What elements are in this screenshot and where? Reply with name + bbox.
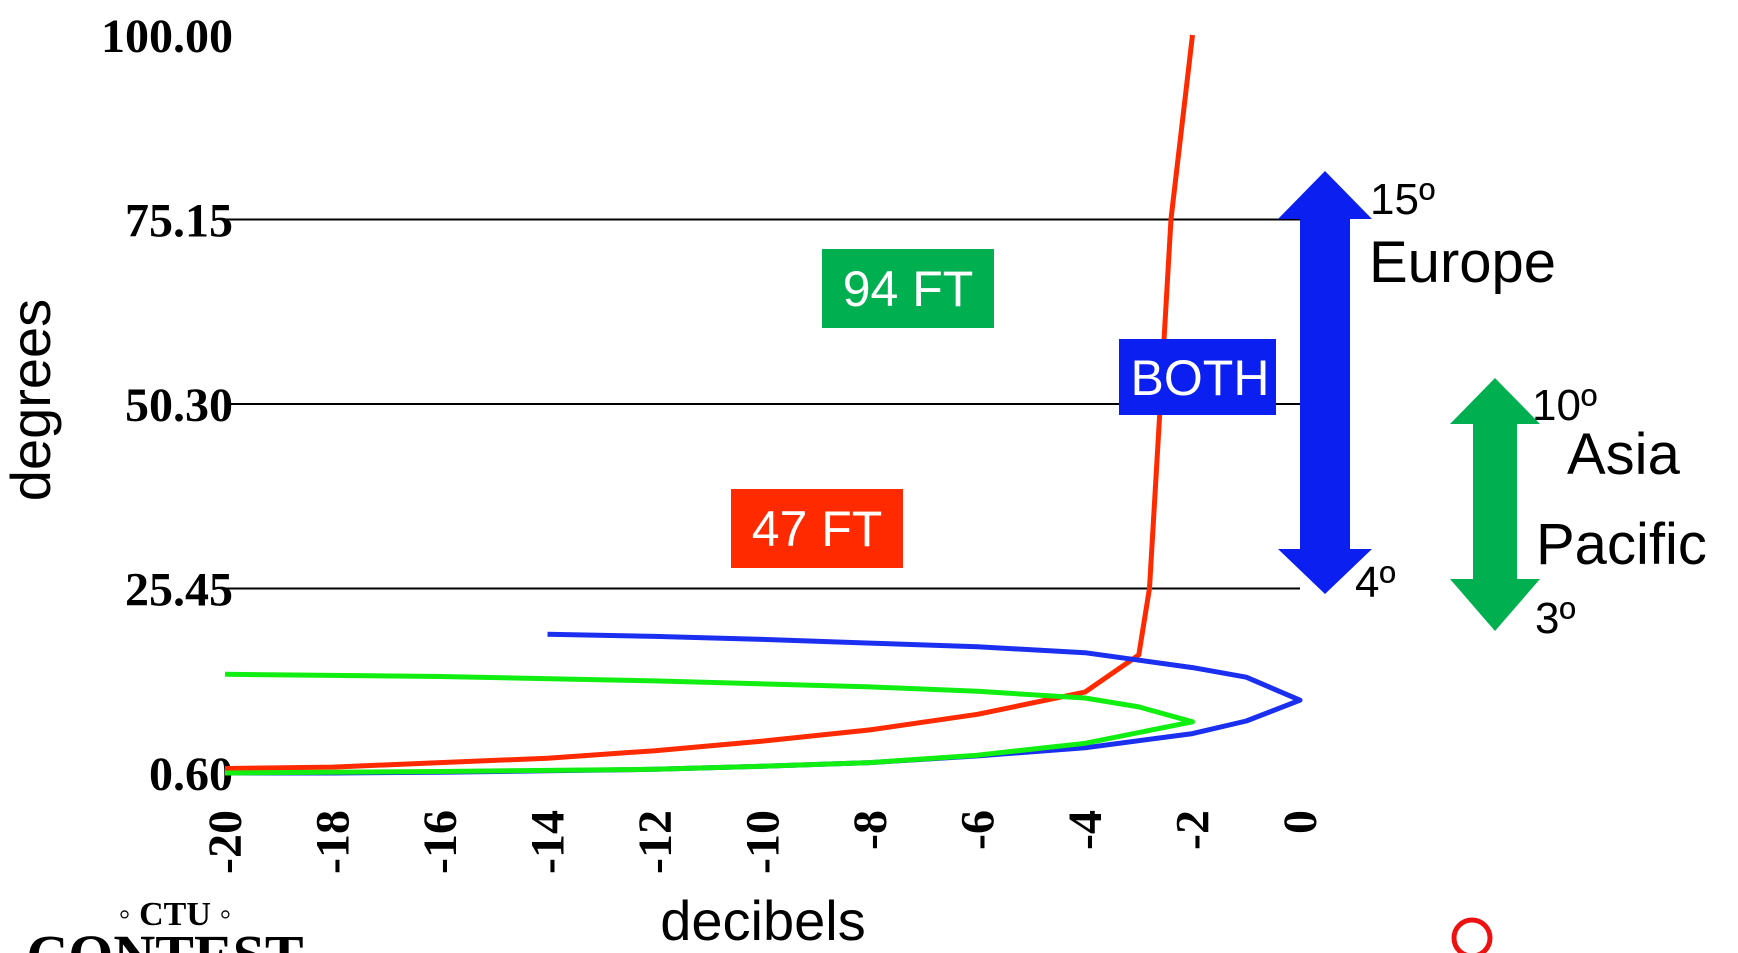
label-94ft: 94 FT — [822, 249, 994, 328]
y-tick-label: 0.60 — [149, 748, 233, 801]
europe-top-angle: 15º — [1370, 175, 1435, 224]
label-47ft-box — [731, 489, 903, 568]
asia-pacific-range-arrow: 10º Asia Pacific 3º — [1450, 378, 1707, 643]
label-47ft-text: 47 FT — [752, 501, 883, 557]
label-both: BOTH — [1119, 339, 1276, 415]
asia-top-angle: 10º — [1532, 381, 1597, 430]
europe-label: Europe — [1369, 230, 1556, 295]
x-tick-label: -10 — [737, 810, 790, 874]
series-lines — [224, 34, 1303, 776]
y-tick-label: 100.00 — [101, 10, 233, 63]
x-tick-label: -6 — [952, 810, 1005, 850]
x-tick-label: -18 — [307, 810, 360, 874]
asia-double-arrow-icon — [1450, 378, 1540, 631]
label-94ft-text: 94 FT — [843, 261, 974, 317]
x-tick-labels: -20 -18 -16 -14 -12 -10 -8 -6 -4 -2 0 — [199, 810, 1327, 874]
red-circle-icon — [1451, 917, 1493, 953]
x-tick-label: -2 — [1167, 810, 1220, 850]
label-47ft: 47 FT — [731, 489, 903, 568]
label-both-text: BOTH — [1131, 350, 1270, 406]
x-tick-label: -8 — [844, 810, 897, 850]
y-axis-title: degrees — [0, 299, 62, 501]
asia-bottom-angle: 3º — [1535, 594, 1576, 643]
europe-bottom-angle: 4º — [1355, 558, 1396, 607]
ctu-contest-logo: ◦ CTU ◦ CONTEST — [26, 896, 303, 953]
pacific-label: Pacific — [1536, 512, 1707, 577]
y-tick-label: 25.45 — [125, 564, 233, 617]
label-94ft-box — [822, 249, 994, 328]
europe-double-arrow-icon — [1278, 171, 1372, 594]
asia-label: Asia — [1567, 422, 1681, 487]
y-tick-label: 75.15 — [125, 195, 233, 248]
series-line-2 — [224, 671, 1195, 776]
logo-line2: CONTEST — [26, 923, 303, 953]
x-axis-title: decibels — [660, 889, 865, 952]
logo-line1: ◦ CTU ◦ — [119, 896, 232, 933]
x-tick-label: -14 — [522, 810, 575, 874]
x-tick-label: -4 — [1059, 810, 1112, 850]
y-tick-label: 50.30 — [125, 379, 233, 432]
x-tick-label: -16 — [414, 810, 467, 874]
label-both-box — [1119, 339, 1276, 415]
series-line-0 — [224, 34, 1195, 771]
europe-range-arrow: 15º Europe 4º — [1278, 171, 1556, 607]
x-tick-label: -12 — [629, 810, 682, 874]
y-tick-labels: 100.00 75.15 50.30 25.45 0.60 — [101, 10, 233, 801]
x-tick-label: 0 — [1274, 810, 1327, 834]
x-tick-label: -20 — [199, 810, 252, 874]
